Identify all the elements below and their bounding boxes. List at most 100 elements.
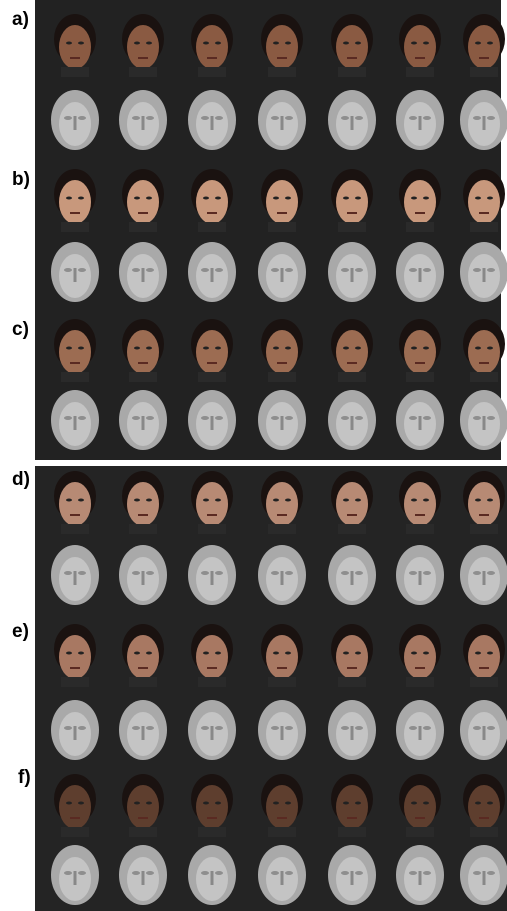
face: [336, 25, 368, 69]
scan-eye: [201, 268, 209, 272]
figure: a)b)c)d)e)f): [0, 0, 507, 911]
neck: [338, 67, 366, 77]
neck: [470, 372, 498, 382]
neck: [338, 524, 366, 534]
panel-label: f): [18, 767, 31, 788]
eye: [355, 42, 361, 45]
panel-label: b): [12, 169, 30, 190]
eye: [285, 42, 291, 45]
face: [468, 25, 500, 69]
face: [404, 785, 436, 829]
neck: [198, 827, 226, 837]
face: [127, 635, 159, 679]
eye: [146, 802, 152, 805]
face-scan: [188, 242, 236, 302]
face: [127, 330, 159, 374]
face-scan: [396, 390, 444, 450]
eye: [273, 197, 279, 200]
eye: [343, 347, 349, 350]
face-scan: [328, 90, 376, 150]
scan-eye: [146, 116, 154, 120]
neck: [61, 67, 89, 77]
face-scan: [188, 545, 236, 605]
scan-eye: [487, 116, 495, 120]
neck: [406, 67, 434, 77]
neck: [406, 677, 434, 687]
scan-eye: [215, 416, 223, 420]
eye: [411, 499, 417, 502]
scan-eye: [271, 416, 279, 420]
scan-eye: [146, 416, 154, 420]
scan-eye: [215, 726, 223, 730]
scan-eye: [341, 871, 349, 875]
scan-eye: [146, 571, 154, 575]
neck: [129, 677, 157, 687]
scan-eye: [409, 116, 417, 120]
neck: [470, 677, 498, 687]
eye: [285, 347, 291, 350]
eye: [134, 42, 140, 45]
scan-eye: [341, 726, 349, 730]
neck: [406, 222, 434, 232]
neck: [338, 827, 366, 837]
eye: [487, 42, 493, 45]
face-scan: [460, 242, 507, 302]
scan-eye: [201, 416, 209, 420]
scan-eye: [423, 116, 431, 120]
scan-eye: [487, 268, 495, 272]
neck: [406, 827, 434, 837]
face-scan: [51, 700, 99, 760]
face: [196, 180, 228, 224]
neck: [198, 222, 226, 232]
face: [59, 25, 91, 69]
scan-eye: [285, 726, 293, 730]
face: [59, 180, 91, 224]
face-scan: [51, 845, 99, 905]
scan-eye: [487, 416, 495, 420]
scan-eye: [215, 571, 223, 575]
eye: [355, 652, 361, 655]
face: [196, 482, 228, 526]
face: [468, 180, 500, 224]
scan-eye: [132, 116, 140, 120]
eye: [134, 802, 140, 805]
scan-eye: [409, 871, 417, 875]
eye: [66, 197, 72, 200]
face-scan: [460, 845, 507, 905]
eye: [134, 347, 140, 350]
neck: [129, 372, 157, 382]
panel-label: e): [12, 621, 29, 642]
face: [468, 785, 500, 829]
scan-eye: [473, 726, 481, 730]
face: [266, 482, 298, 526]
eye: [475, 499, 481, 502]
eye: [78, 652, 84, 655]
eye: [411, 347, 417, 350]
face: [266, 785, 298, 829]
face: [59, 635, 91, 679]
scan-eye: [146, 268, 154, 272]
eye: [343, 652, 349, 655]
scan-eye: [78, 871, 86, 875]
eye: [203, 652, 209, 655]
scan-eye: [201, 571, 209, 575]
neck: [470, 67, 498, 77]
scan-eye: [64, 116, 72, 120]
eye: [146, 347, 152, 350]
face-scan: [51, 545, 99, 605]
panel-label: a): [12, 9, 29, 30]
scan-eye: [473, 268, 481, 272]
neck: [198, 524, 226, 534]
eye: [355, 197, 361, 200]
scan-eye: [78, 416, 86, 420]
eye: [215, 499, 221, 502]
neck: [129, 67, 157, 77]
scan-eye: [423, 268, 431, 272]
face: [196, 785, 228, 829]
eye: [411, 652, 417, 655]
neck: [406, 524, 434, 534]
eye: [78, 197, 84, 200]
eye: [475, 197, 481, 200]
eye: [273, 42, 279, 45]
scan-eye: [64, 871, 72, 875]
